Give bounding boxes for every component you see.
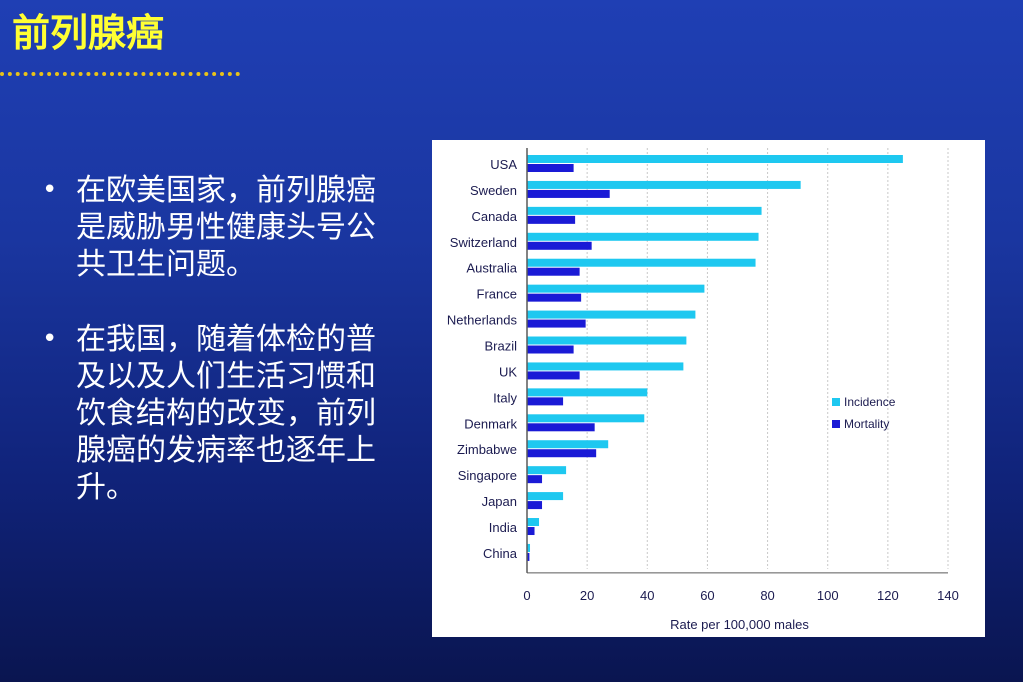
x-tick-label: 20 xyxy=(580,588,594,603)
category-label: Denmark xyxy=(464,416,517,431)
x-tick-label: 120 xyxy=(877,588,899,603)
incidence-bar xyxy=(527,206,762,215)
incidence-bar xyxy=(527,466,567,475)
incidence-bar xyxy=(527,543,531,552)
legend-label: Incidence xyxy=(844,395,896,409)
bullet-list: • 在欧美国家，前列腺癌是威胁男性健康头号公共卫生问题。 • 在我国，随着体检的… xyxy=(40,172,400,544)
mortality-bar xyxy=(527,475,543,484)
category-label: Switzerland xyxy=(450,235,517,250)
incidence-bar xyxy=(527,492,564,501)
category-label: China xyxy=(483,546,518,561)
category-label: Singapore xyxy=(458,468,517,483)
incidence-bar xyxy=(527,440,609,449)
legend-label: Mortality xyxy=(844,417,889,431)
mortality-bar xyxy=(527,215,576,224)
bullet-text: 在欧美国家，前列腺癌是威胁男性健康头号公共卫生问题。 xyxy=(76,173,376,282)
incidence-bar xyxy=(527,388,648,397)
x-tick-label: 140 xyxy=(937,588,959,603)
bullet-marker: • xyxy=(42,324,58,354)
category-label: France xyxy=(477,287,517,302)
incidence-bar xyxy=(527,258,756,267)
mortality-bar xyxy=(527,397,564,406)
mortality-bar xyxy=(527,423,595,432)
incidence-bar xyxy=(527,310,696,319)
category-label: Australia xyxy=(466,261,517,276)
mortality-bar xyxy=(527,345,574,354)
x-tick-label: 100 xyxy=(817,588,839,603)
x-tick-label: 80 xyxy=(760,588,774,603)
mortality-bar xyxy=(527,293,582,302)
mortality-bar xyxy=(527,527,535,536)
mortality-bar xyxy=(527,371,580,380)
category-label: Italy xyxy=(493,390,517,405)
chart-panel: USA Sweden Canada Switzerland Australia Franc… xyxy=(432,140,985,637)
category-label: UK xyxy=(499,364,517,379)
mortality-bar xyxy=(527,449,597,458)
x-tick-label: 0 xyxy=(523,588,530,603)
category-label: India xyxy=(489,520,518,535)
category-label: Japan xyxy=(482,494,517,509)
mortality-bar xyxy=(527,164,574,172)
category-label: Netherlands xyxy=(447,313,518,328)
bullet-item: • 在我国，随着体检的普及以及人们生活习惯和饮食结构的改变，前列腺癌的发病率也逐… xyxy=(40,321,400,506)
slide-title: 前列腺癌 xyxy=(12,10,165,55)
mortality-bar xyxy=(527,552,530,561)
incidence-bar xyxy=(527,284,705,293)
bullet-text: 在我国，随着体检的普及以及人们生活习惯和饮食结构的改变，前列腺癌的发病率也逐年上… xyxy=(76,322,376,505)
mortality-bar xyxy=(527,241,592,250)
bullet-item: • 在欧美国家，前列腺癌是威胁男性健康头号公共卫生问题。 xyxy=(40,172,400,283)
x-tick-label: 40 xyxy=(640,588,654,603)
incidence-bar xyxy=(527,336,687,345)
legend-swatch xyxy=(832,420,840,428)
incidence-bar xyxy=(527,155,903,163)
incidence-bar xyxy=(527,232,759,241)
x-tick-label: 60 xyxy=(700,588,714,603)
category-label: Zimbabwe xyxy=(457,442,517,457)
title-underline xyxy=(0,72,240,76)
mortality-bar xyxy=(527,189,610,198)
mortality-bar xyxy=(527,501,543,510)
mortality-bar xyxy=(527,319,586,328)
incidence-bar xyxy=(527,362,684,371)
incidence-bar xyxy=(527,180,801,189)
incidence-bar xyxy=(527,414,645,423)
category-label: Brazil xyxy=(484,339,517,354)
category-label: Canada xyxy=(471,209,517,224)
legend-swatch xyxy=(832,398,840,406)
x-axis-title: Rate per 100,000 males xyxy=(670,617,809,632)
category-label: Sweden xyxy=(470,183,517,198)
category-label: USA xyxy=(490,157,517,172)
rate-bar-chart: USA Sweden Canada Switzerland Australia Franc… xyxy=(447,148,959,632)
bullet-marker: • xyxy=(42,175,58,205)
mortality-bar xyxy=(527,267,580,276)
incidence-bar xyxy=(527,518,540,527)
